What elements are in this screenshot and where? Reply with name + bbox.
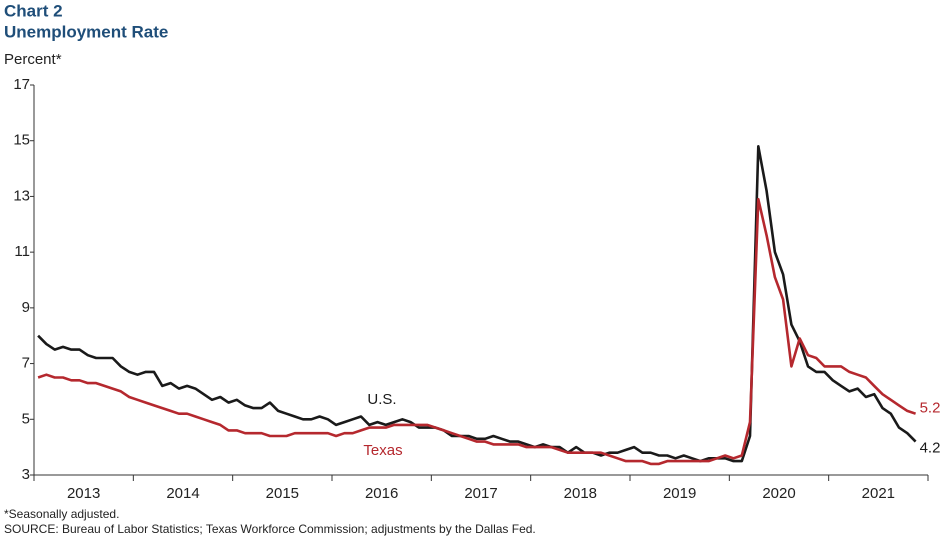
x-tick-label: 2018 [564, 485, 597, 502]
series-line [37, 197, 917, 466]
x-tick-label: 2016 [365, 485, 398, 502]
y-tick-label: 3 [22, 466, 30, 483]
series-label: Texas [363, 442, 402, 459]
end-value-label: 4.2 [920, 440, 941, 457]
y-tick-label: 9 [22, 299, 30, 316]
y-tick-label: 7 [22, 355, 30, 372]
y-tick-label: 13 [13, 187, 30, 204]
source: SOURCE: Bureau of Labor Statistics; Texa… [4, 522, 536, 536]
series-label: U.S. [367, 391, 396, 408]
series-line [37, 145, 917, 463]
y-tick-label: 5 [22, 410, 30, 427]
chart-subtitle: Unemployment Rate [4, 22, 168, 41]
footnote: *Seasonally adjusted. [4, 507, 119, 521]
x-tick-label: 2014 [166, 485, 199, 502]
chart-title: Chart 2 [4, 1, 63, 20]
y-tick-label: 17 [13, 76, 30, 93]
x-tick-label: 2017 [464, 485, 497, 502]
x-tick-label: 2013 [67, 485, 100, 502]
x-tick-label: 2019 [663, 485, 696, 502]
x-tick-label: 2015 [266, 485, 299, 502]
y-axis-label: Percent* [4, 51, 62, 68]
x-tick-label: 2021 [862, 485, 895, 502]
y-tick-label: 11 [14, 243, 30, 260]
y-tick-label: 15 [13, 132, 30, 149]
x-tick-label: 2020 [762, 485, 795, 502]
end-value-label: 5.2 [920, 400, 941, 417]
